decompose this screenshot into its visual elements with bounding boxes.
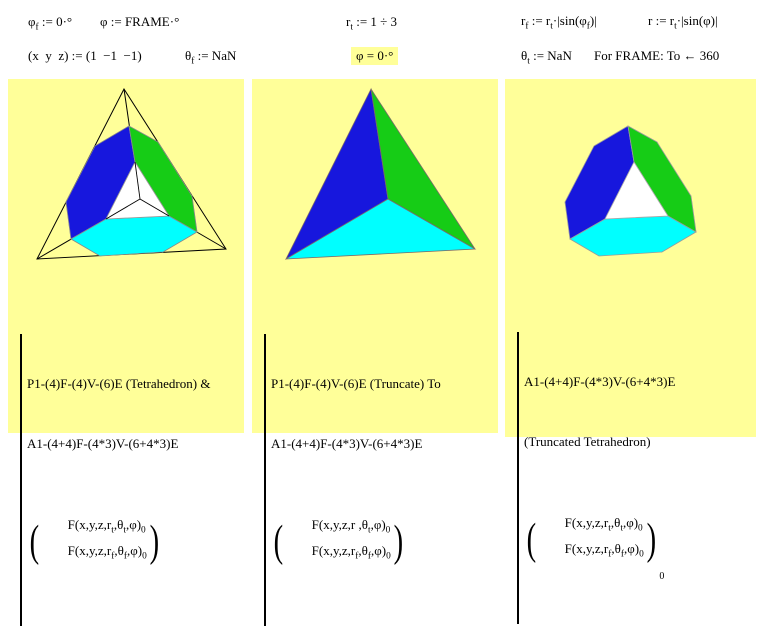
face-white-triangle [105, 161, 170, 220]
vector-row: F(x,y,z,rf,θf,φ)0 [67, 542, 147, 562]
formula-phi-eval-highlighted[interactable]: φ = 0·° [351, 47, 399, 65]
vector-row: F(x,y,z,rf,θf,φ)0 [564, 540, 644, 560]
formula-r-t-def[interactable]: rt := 1 ÷ 3 [346, 14, 398, 33]
formula-r-f-def[interactable]: rf := rt·|sin(φf)| [521, 13, 597, 32]
plot-3d-solid-tetrahedron[interactable] [252, 79, 498, 333]
formula-phi-f-def[interactable]: φf := 0·° [28, 14, 73, 33]
caption-line: P1-(4)F-(4)V-(6)E (Tetrahedron) & [27, 376, 211, 391]
left-paren: ( [526, 513, 537, 564]
front-vertex-edge-3 [139, 198, 170, 217]
plot-region-tetrahedron-wireframe: P1-(4)F-(4)V-(6)E (Tetrahedron) & A1-(4+… [8, 79, 244, 626]
vector-expression: ( F(x,y,z,r ,θt,φ)0 F(x,y,z,rf,θf,φ)0 ) [271, 495, 494, 586]
left-paren: ( [29, 515, 40, 566]
formula-r-def[interactable]: r := rt·|sin(φ)| [648, 13, 718, 32]
formula-theta-f-def[interactable]: θf := NaN [185, 48, 237, 67]
caption-line: P1-(4)F-(4)V-(6)E (Truncate) To [271, 376, 441, 391]
text-region-panel1[interactable]: P1-(4)F-(4)V-(6)E (Tetrahedron) & A1-(4+… [20, 334, 240, 626]
vector-row: F(x,y,z,r ,θt,φ)0 [311, 517, 391, 536]
face-cyan-triangle [285, 198, 477, 260]
tetrahedron-wireframe-svg [36, 87, 227, 260]
right-paren: ) [393, 515, 403, 566]
formula-frame-note[interactable]: For FRAME: To ← 360 [594, 48, 720, 63]
plot-region-truncated-tetrahedron: A1-(4+4)F-(4*3)V-(6+4*3)E (Truncated Tet… [505, 79, 756, 625]
vector-expression: ( F(x,y,z,rt,θt,φ)0 F(x,y,z,rf,θf,φ)0 ) [27, 495, 240, 586]
plot-3d-truncated-tetrahedron[interactable] [505, 79, 756, 333]
caption-line: A1-(4+4)F-(4*3)V-(6+4*3)E [524, 374, 676, 389]
face-white-triangle [604, 161, 669, 220]
plot-3d-tetrahedron-and-truncation[interactable] [8, 79, 244, 333]
vector-expression: ( F(x,y,z,rt,θt,φ)0 F(x,y,z,rf,θf,φ)0 ) … [524, 493, 752, 584]
caption-line: (Truncated Tetrahedron) [524, 434, 651, 449]
plot-region-solid-tetrahedron: P1-(4)F-(4)V-(6)E (Truncate) To A1-(4+4)… [252, 79, 498, 626]
solid-tetrahedron-svg [285, 87, 477, 261]
right-paren: ) [149, 515, 159, 566]
caption-line: A1-(4+4)F-(4*3)V-(6+4*3)E [271, 436, 423, 451]
left-paren: ( [273, 515, 284, 566]
vector-row: F(x,y,z,rt,θt,φ)0 [67, 517, 146, 536]
vector-outer-subscript: 0 [659, 571, 665, 583]
text-region-panel2[interactable]: P1-(4)F-(4)V-(6)E (Truncate) To A1-(4+4)… [264, 334, 494, 626]
front-vertex-edge-1 [134, 161, 141, 200]
vector-row: F(x,y,z,rf,θf,φ)0 [311, 542, 391, 562]
formula-xyz-def[interactable]: (x y z) := (1 −1 −1) [28, 48, 142, 63]
truncated-tetrahedron-svg [564, 125, 697, 257]
front-vertex-edge-2 [105, 198, 141, 220]
formula-theta-t-def[interactable]: θt := NaN [521, 48, 572, 67]
vector-row: F(x,y,z,rt,θt,φ)0 [564, 515, 643, 534]
caption-line: A1-(4+4)F-(4*3)V-(6+4*3)E [27, 436, 179, 451]
formula-phi-def[interactable]: φ := FRAME·° [100, 14, 180, 29]
text-region-panel3[interactable]: A1-(4+4)F-(4*3)V-(6+4*3)E (Truncated Tet… [517, 332, 752, 625]
right-paren: ) [646, 513, 656, 564]
